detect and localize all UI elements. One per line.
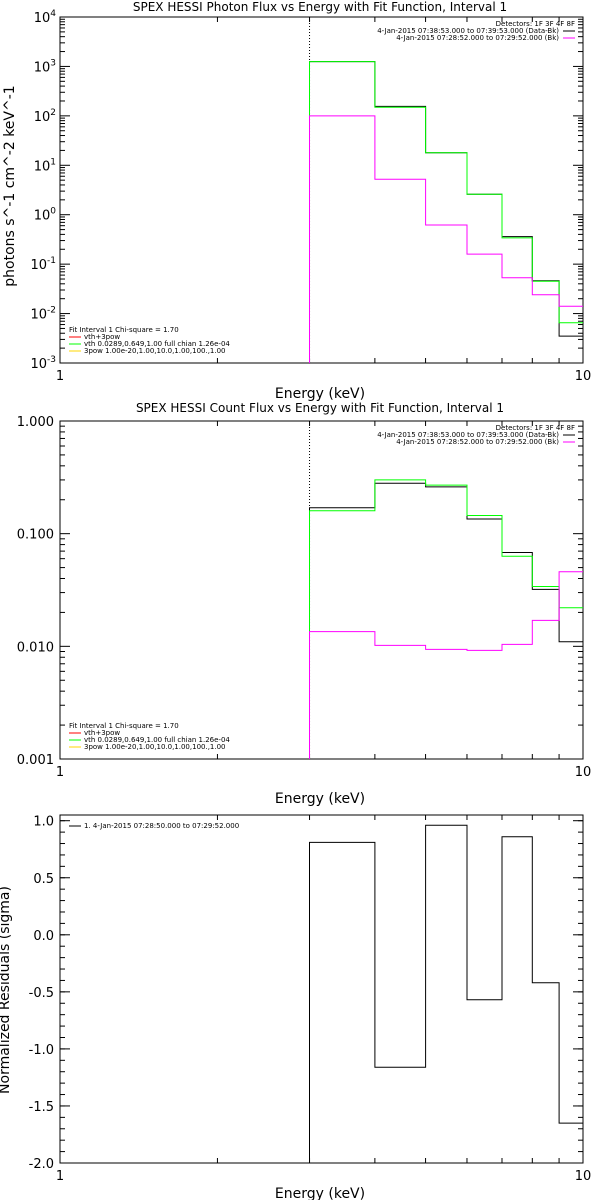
y-tick-label: 1.0 — [33, 815, 54, 830]
x-tick-label: 10 — [575, 1169, 592, 1184]
legend-entry: vth+3pow — [84, 333, 120, 341]
series-line — [309, 824, 583, 1163]
y-tick-label: 10-1 — [30, 256, 56, 273]
y-tick-label: 0.010 — [17, 640, 54, 655]
y-tick-label: 104 — [34, 9, 57, 26]
plot-frame — [59, 420, 584, 760]
legend-entry: 4-Jan-2015 07:28:52.000 to 07:29:52.000 … — [396, 34, 559, 42]
x-tick-label: 10 — [575, 765, 592, 780]
legend-header: Detectors: 1F 3F 4F 8F — [496, 20, 575, 28]
series-line — [309, 61, 583, 363]
y-tick-label: 0.100 — [17, 528, 54, 543]
y-tick-label: 10-3 — [30, 355, 56, 372]
legend-header: Fit Interval 1 Chi-square = 1.70 — [69, 326, 179, 334]
legend-left: Fit Interval 1 Chi-square = 1.70vth+3pow… — [69, 722, 230, 751]
y-tick-label: -0.5 — [29, 986, 54, 1001]
legend-entry: 3pow 1.00e-20,1.00,10.0,1.00,100.,1.00 — [84, 743, 226, 751]
y-tick-label: 103 — [34, 58, 56, 75]
legend-right: Detectors: 1F 3F 4F 8F4-Jan-2015 07:38:5… — [377, 20, 575, 42]
y-tick-label: 1.000 — [17, 415, 54, 430]
legend-entry: 3pow 1.00e-20,1.00,10.0,1.00,100.,1.00 — [84, 347, 226, 355]
x-axis-label: Energy (keV) — [275, 1186, 365, 1200]
series-line — [309, 115, 583, 363]
y-tick-label: 0.001 — [17, 753, 54, 768]
y-axis-label: Normalized Residuals (sigma) — [0, 886, 13, 1094]
legend-entry: vth+3pow — [84, 729, 120, 737]
plot-frame — [59, 16, 584, 364]
legend-entry: vth 0.0289,0.649,1.00 full chian 1.26e-0… — [84, 340, 230, 348]
x-tick-label: 1 — [56, 1169, 64, 1184]
plot-frame — [59, 814, 584, 1164]
x-tick-label: 10 — [575, 369, 592, 384]
legend-entry: 4-Jan-2015 07:38:53.000 to 07:39:53.000 … — [377, 431, 559, 439]
x-axis-label: Energy (keV) — [275, 386, 365, 402]
y-tick-label: 0.0 — [33, 929, 54, 944]
legend-entry: 4-Jan-2015 07:28:52.000 to 07:29:52.000 … — [396, 438, 559, 446]
x-tick-label: 1 — [56, 765, 64, 780]
legend-header: Fit Interval 1 Chi-square = 1.70 — [69, 722, 179, 730]
chart-title: SPEX HESSI Count Flux vs Energy with Fit… — [136, 401, 504, 415]
legend-right: Detectors: 1F 3F 4F 8F4-Jan-2015 07:38:5… — [377, 424, 575, 446]
y-tick-label: 0.5 — [33, 872, 54, 887]
residuals-panel: Energy (keV) Normalized Residuals (sigma… — [0, 814, 592, 1200]
y-tick-label: -1.5 — [29, 1100, 54, 1115]
legend-header: Detectors: 1F 3F 4F 8F — [496, 424, 575, 432]
y-tick-label: 10-2 — [30, 306, 56, 323]
legend-left: Fit Interval 1 Chi-square = 1.70vth+3pow… — [69, 326, 230, 355]
y-tick-label: -2.0 — [29, 1157, 54, 1172]
y-tick-label: 100 — [34, 207, 57, 224]
series-line — [309, 571, 583, 759]
legend-left: 1. 4-Jan-2015 07:28:50.000 to 07:29:52.0… — [69, 822, 239, 830]
y-axis-label: photons s^-1 cm^-2 keV^-1 — [2, 85, 18, 286]
photon-flux-panel: SPEX HESSI Photon Flux vs Energy with Fi… — [2, 0, 591, 402]
chart-title: SPEX HESSI Photon Flux vs Energy with Fi… — [133, 0, 507, 14]
count-flux-panel: SPEX HESSI Count Flux vs Energy with Fit… — [17, 401, 591, 807]
y-tick-label: -1.0 — [29, 1043, 54, 1058]
y-tick-label: 101 — [34, 157, 56, 174]
y-tick-label: 102 — [34, 108, 56, 125]
series-line — [309, 479, 583, 759]
legend-entry: vth 0.0289,0.649,1.00 full chian 1.26e-0… — [84, 736, 230, 744]
x-axis-label: Energy (keV) — [275, 791, 365, 807]
legend-entry: 4-Jan-2015 07:38:53.000 to 07:39:53.000 … — [377, 27, 559, 35]
x-tick-label: 1 — [56, 369, 64, 384]
legend-entry: 1. 4-Jan-2015 07:28:50.000 to 07:29:52.0… — [84, 822, 239, 830]
